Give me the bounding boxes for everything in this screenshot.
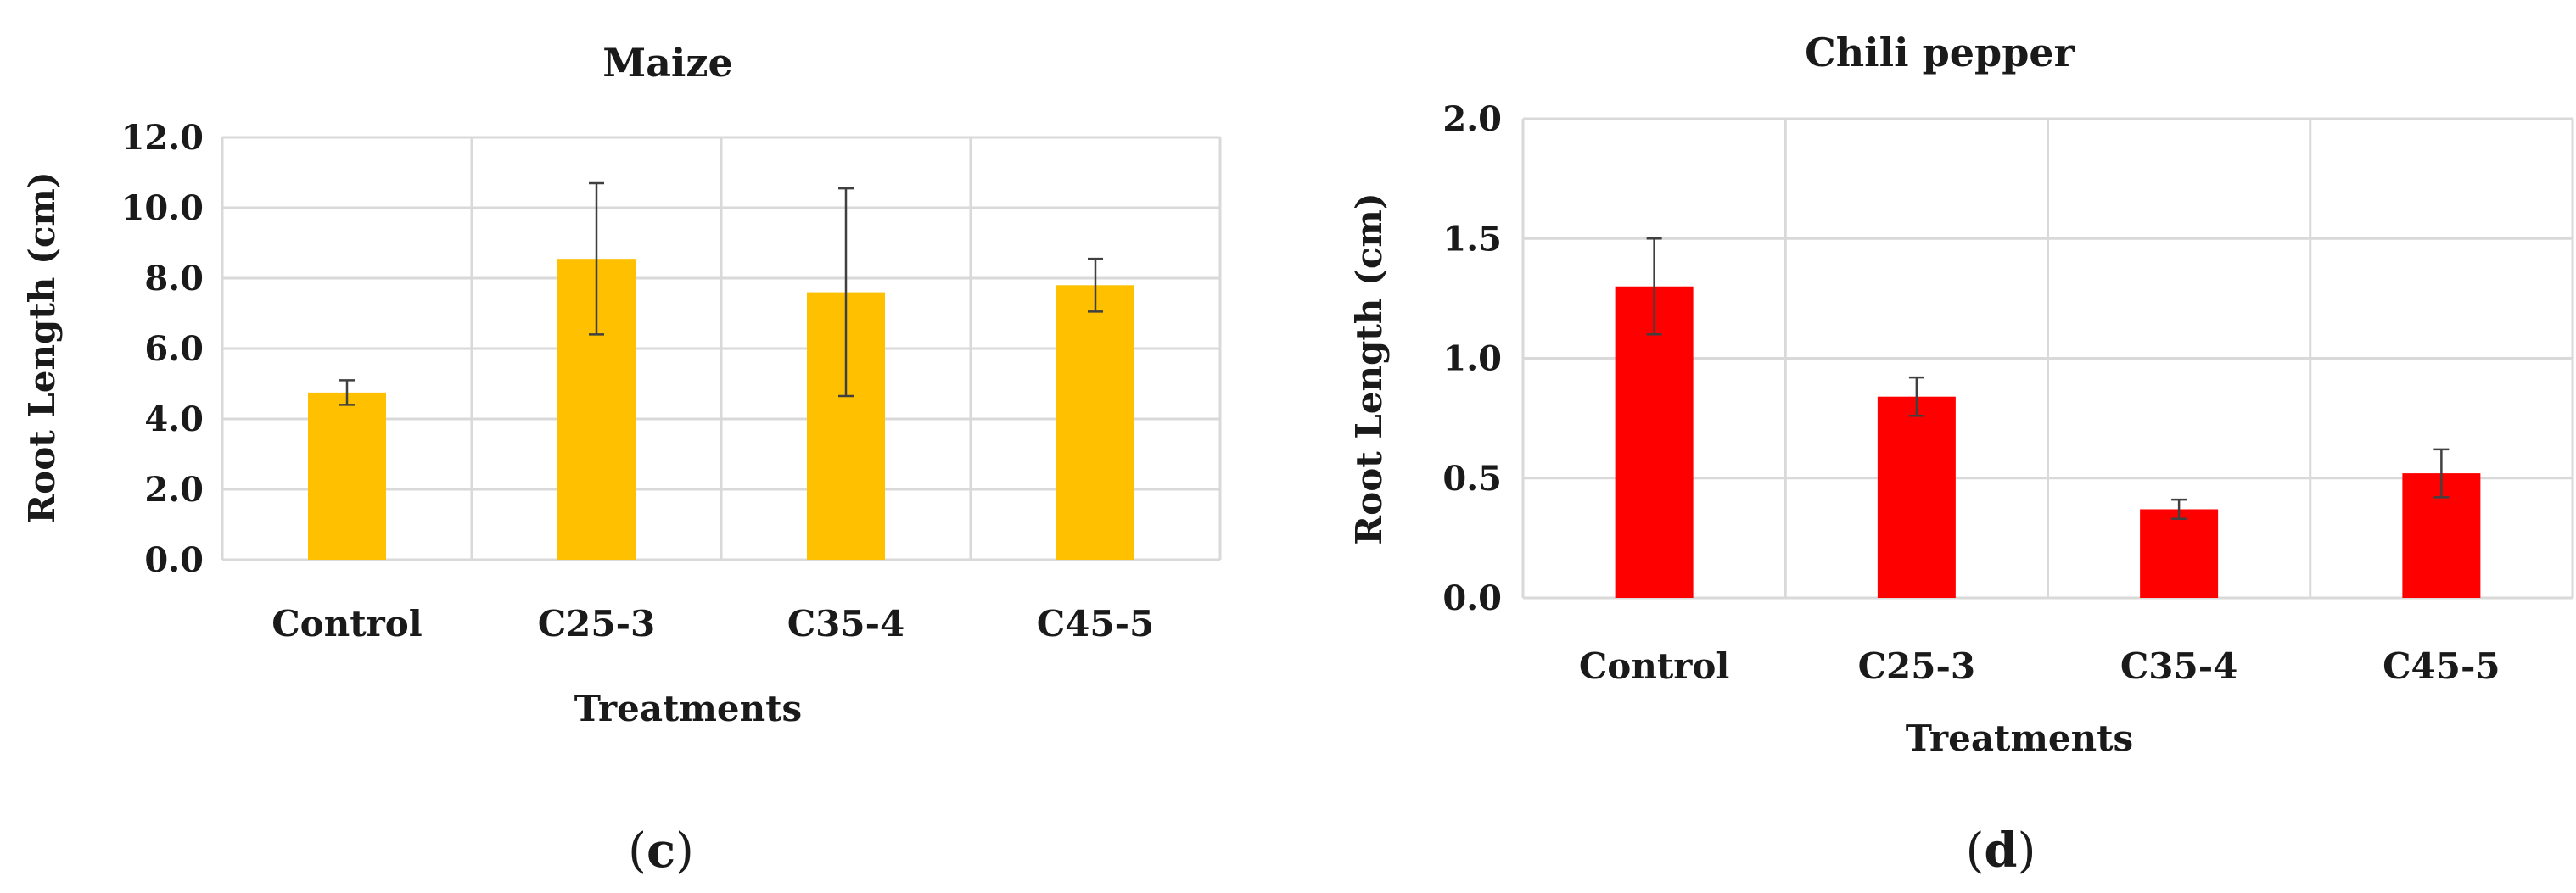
y-tick-label: 0.0	[1442, 578, 1502, 618]
y-tick-label: 8.0	[144, 259, 204, 299]
x-tick-label: C25-3	[538, 603, 656, 645]
y-tick-labels: 0.0 0.5 1.0 1.5 2.0	[1442, 99, 1502, 618]
x-axis-label: Treatments	[1906, 717, 2133, 759]
maize-chart: Maize 0.0 2.0 4.0 6.0 8.0 10.0 12.0 Control C25…	[21, 40, 1222, 879]
x-tick-label: C25-3	[1858, 645, 1976, 687]
error-bars	[339, 181, 1103, 406]
chili-pepper-chart: Chili pepper 0.0 0.5 1.0 1.5 2.0 Control C25-…	[1348, 30, 2574, 879]
y-tick-labels: 0.0 2.0 4.0 6.0 8.0 10.0 12.0	[121, 118, 204, 580]
x-tick-label: C35-4	[2120, 645, 2238, 687]
x-tick-labels: Control C25-3 C35-4 C45-5	[272, 603, 1154, 645]
bar	[1615, 286, 1694, 598]
x-tick-labels: Control C25-3 C35-4 C45-5	[1579, 645, 2500, 687]
y-tick-label: 10.0	[121, 188, 204, 228]
y-tick-label: 1.0	[1442, 339, 1502, 379]
x-tick-label: C45-5	[1037, 603, 1155, 645]
bar	[1877, 396, 1956, 598]
x-tick-label: Control	[272, 603, 422, 645]
y-tick-label: 6.0	[144, 329, 204, 369]
y-axis-label: Root Length (cm)	[1348, 193, 1390, 544]
y-tick-label: 0.0	[144, 540, 204, 580]
bar	[308, 392, 386, 560]
y-tick-label: 2.0	[144, 470, 204, 510]
x-tick-label: C45-5	[2383, 645, 2500, 687]
gridlines	[221, 136, 1222, 561]
chart-title: Chili pepper	[1805, 30, 2075, 75]
chart-title: Maize	[602, 40, 733, 86]
y-tick-label: 4.0	[144, 399, 204, 439]
x-tick-label: Control	[1579, 645, 1729, 687]
bar	[1056, 285, 1134, 560]
error-bars	[1646, 237, 2450, 521]
panel-letter: d	[1984, 823, 2017, 879]
gridlines	[1521, 117, 2574, 600]
y-tick-label: 12.0	[121, 118, 204, 158]
panel-label: (c)	[628, 823, 694, 879]
y-tick-label: 0.5	[1442, 459, 1502, 499]
bars	[308, 259, 1134, 560]
y-tick-label: 2.0	[1442, 99, 1502, 139]
y-axis-label: Root Length (cm)	[21, 171, 63, 523]
panel-label: (d)	[1966, 823, 2036, 879]
bar	[2140, 509, 2219, 598]
panel-letter: c	[647, 823, 675, 879]
x-axis-label: Treatments	[574, 688, 802, 729]
x-tick-label: C35-4	[787, 603, 905, 645]
y-tick-label: 1.5	[1442, 219, 1502, 259]
